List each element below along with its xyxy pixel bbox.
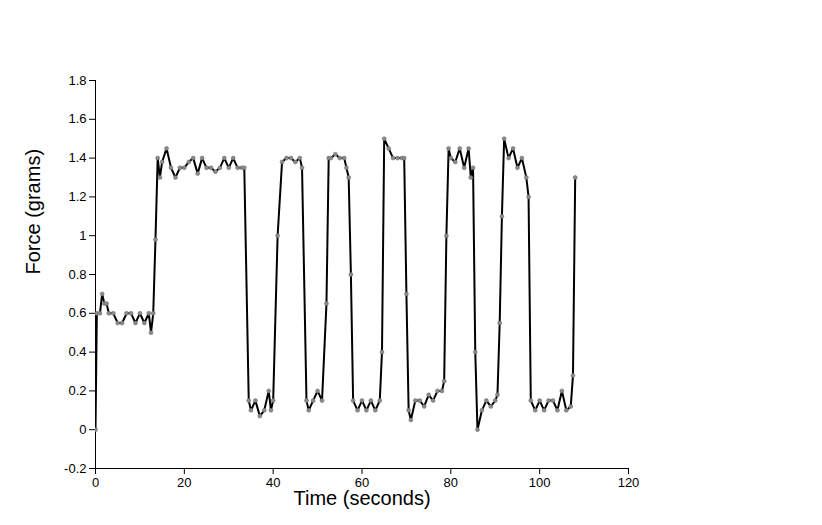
svg-text:0.2: 0.2	[68, 383, 86, 398]
svg-text:0.8: 0.8	[68, 267, 86, 282]
svg-text:1.6: 1.6	[68, 111, 86, 126]
svg-text:0: 0	[79, 422, 86, 437]
svg-text:100: 100	[529, 475, 551, 490]
svg-text:120: 120	[618, 475, 640, 490]
svg-text:Time (seconds): Time (seconds)	[293, 487, 430, 509]
svg-text:0.6: 0.6	[68, 305, 86, 320]
svg-text:1.8: 1.8	[68, 73, 86, 88]
svg-text:0: 0	[92, 475, 99, 490]
svg-text:60: 60	[354, 474, 370, 490]
svg-text:1.2: 1.2	[68, 189, 86, 204]
svg-text:1: 1	[79, 228, 86, 243]
svg-text:Force (grams): Force (grams)	[22, 149, 44, 275]
svg-text:1.4: 1.4	[68, 150, 86, 165]
svg-text:0.4: 0.4	[68, 344, 86, 359]
svg-text:-0.2: -0.2	[64, 461, 86, 476]
svg-text:80: 80	[444, 475, 458, 490]
svg-text:40: 40	[266, 475, 280, 490]
svg-text:20: 20	[177, 475, 191, 490]
